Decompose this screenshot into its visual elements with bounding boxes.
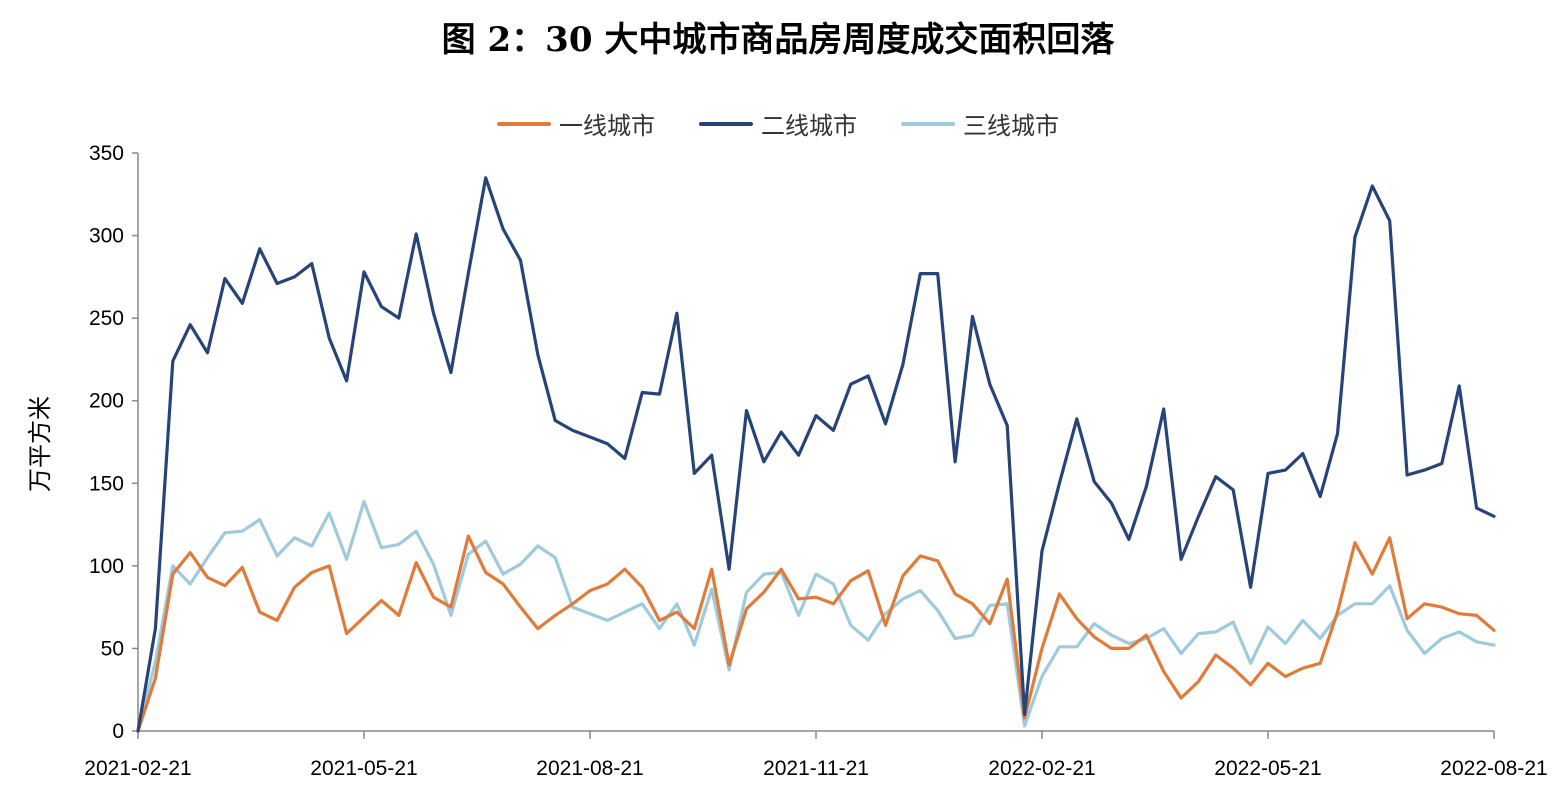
y-axis-title: 万平方米	[26, 396, 54, 492]
x-tick-label: 2021-08-21	[536, 757, 643, 780]
y-tick-label: 100	[89, 555, 124, 578]
series-line-tier3	[136, 499, 1496, 733]
y-tick-label: 300	[89, 225, 124, 248]
x-tick-label: 2022-02-21	[988, 757, 1095, 780]
legend-item-tier2: 二线城市	[699, 106, 857, 141]
x-tick-label: 2022-05-21	[1214, 757, 1321, 780]
y-tick-label: 50	[101, 637, 124, 660]
x-tick-label: 2021-11-21	[763, 757, 869, 780]
legend-swatch-tier1	[497, 121, 551, 126]
y-tick-label: 0	[112, 720, 124, 743]
y-tick-label: 150	[89, 472, 124, 495]
chart-legend: 一线城市 二线城市 三线城市	[0, 106, 1556, 141]
legend-label-tier2: 二线城市	[761, 112, 857, 140]
y-tick-label: 250	[89, 307, 124, 330]
chart-title: 图 2：30 大中城市商品房周度成交面积回落	[441, 20, 1115, 60]
series-line-tier1	[136, 534, 1496, 733]
legend-label-tier3: 三线城市	[963, 112, 1059, 140]
series-line-tier2	[136, 176, 1496, 733]
legend-swatch-tier2	[699, 121, 753, 126]
legend-swatch-tier3	[901, 121, 955, 126]
y-tick-label: 200	[89, 390, 124, 413]
legend-item-tier1: 一线城市	[497, 106, 655, 141]
y-tick-label: 350	[89, 142, 124, 165]
legend-item-tier3: 三线城市	[901, 106, 1059, 141]
x-tick-label: 2021-02-21	[84, 757, 191, 780]
x-tick-label: 2022-08-21	[1440, 757, 1547, 780]
x-tick-label: 2021-05-21	[310, 757, 417, 780]
legend-label-tier1: 一线城市	[559, 112, 655, 140]
